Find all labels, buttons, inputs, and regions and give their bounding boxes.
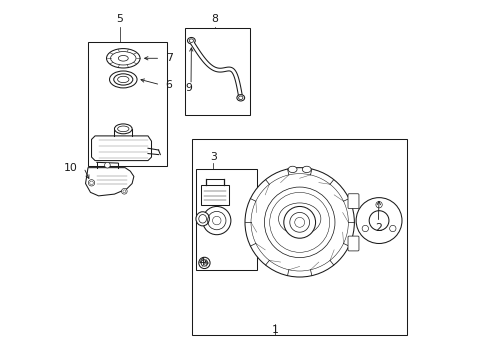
Ellipse shape <box>115 124 132 134</box>
Polygon shape <box>86 168 134 196</box>
Ellipse shape <box>110 71 137 88</box>
Polygon shape <box>92 136 151 161</box>
FancyBboxPatch shape <box>201 185 229 205</box>
Text: 7: 7 <box>166 53 172 63</box>
Text: 2: 2 <box>375 222 382 233</box>
Text: 5: 5 <box>116 14 123 24</box>
FancyBboxPatch shape <box>348 236 359 251</box>
Text: 6: 6 <box>166 80 172 90</box>
Text: 9: 9 <box>186 83 193 93</box>
Circle shape <box>356 198 402 243</box>
Ellipse shape <box>302 166 311 172</box>
Bar <box>185 28 250 115</box>
Circle shape <box>203 207 231 235</box>
Text: 3: 3 <box>210 152 217 162</box>
Text: 1: 1 <box>271 325 278 335</box>
Ellipse shape <box>188 37 195 44</box>
Circle shape <box>104 162 110 168</box>
Ellipse shape <box>119 55 128 61</box>
Ellipse shape <box>196 212 209 226</box>
Circle shape <box>88 180 95 186</box>
Bar <box>192 139 407 335</box>
Ellipse shape <box>237 95 245 101</box>
Text: 4: 4 <box>198 257 205 267</box>
Text: 10: 10 <box>64 163 77 173</box>
Ellipse shape <box>288 166 297 172</box>
Bar <box>196 170 257 270</box>
Circle shape <box>122 189 127 194</box>
Circle shape <box>199 257 210 269</box>
Text: 8: 8 <box>212 14 219 24</box>
Circle shape <box>284 207 316 238</box>
Ellipse shape <box>106 49 140 68</box>
Ellipse shape <box>114 74 133 85</box>
FancyBboxPatch shape <box>348 194 359 208</box>
Circle shape <box>245 168 354 277</box>
Bar <box>88 42 168 166</box>
